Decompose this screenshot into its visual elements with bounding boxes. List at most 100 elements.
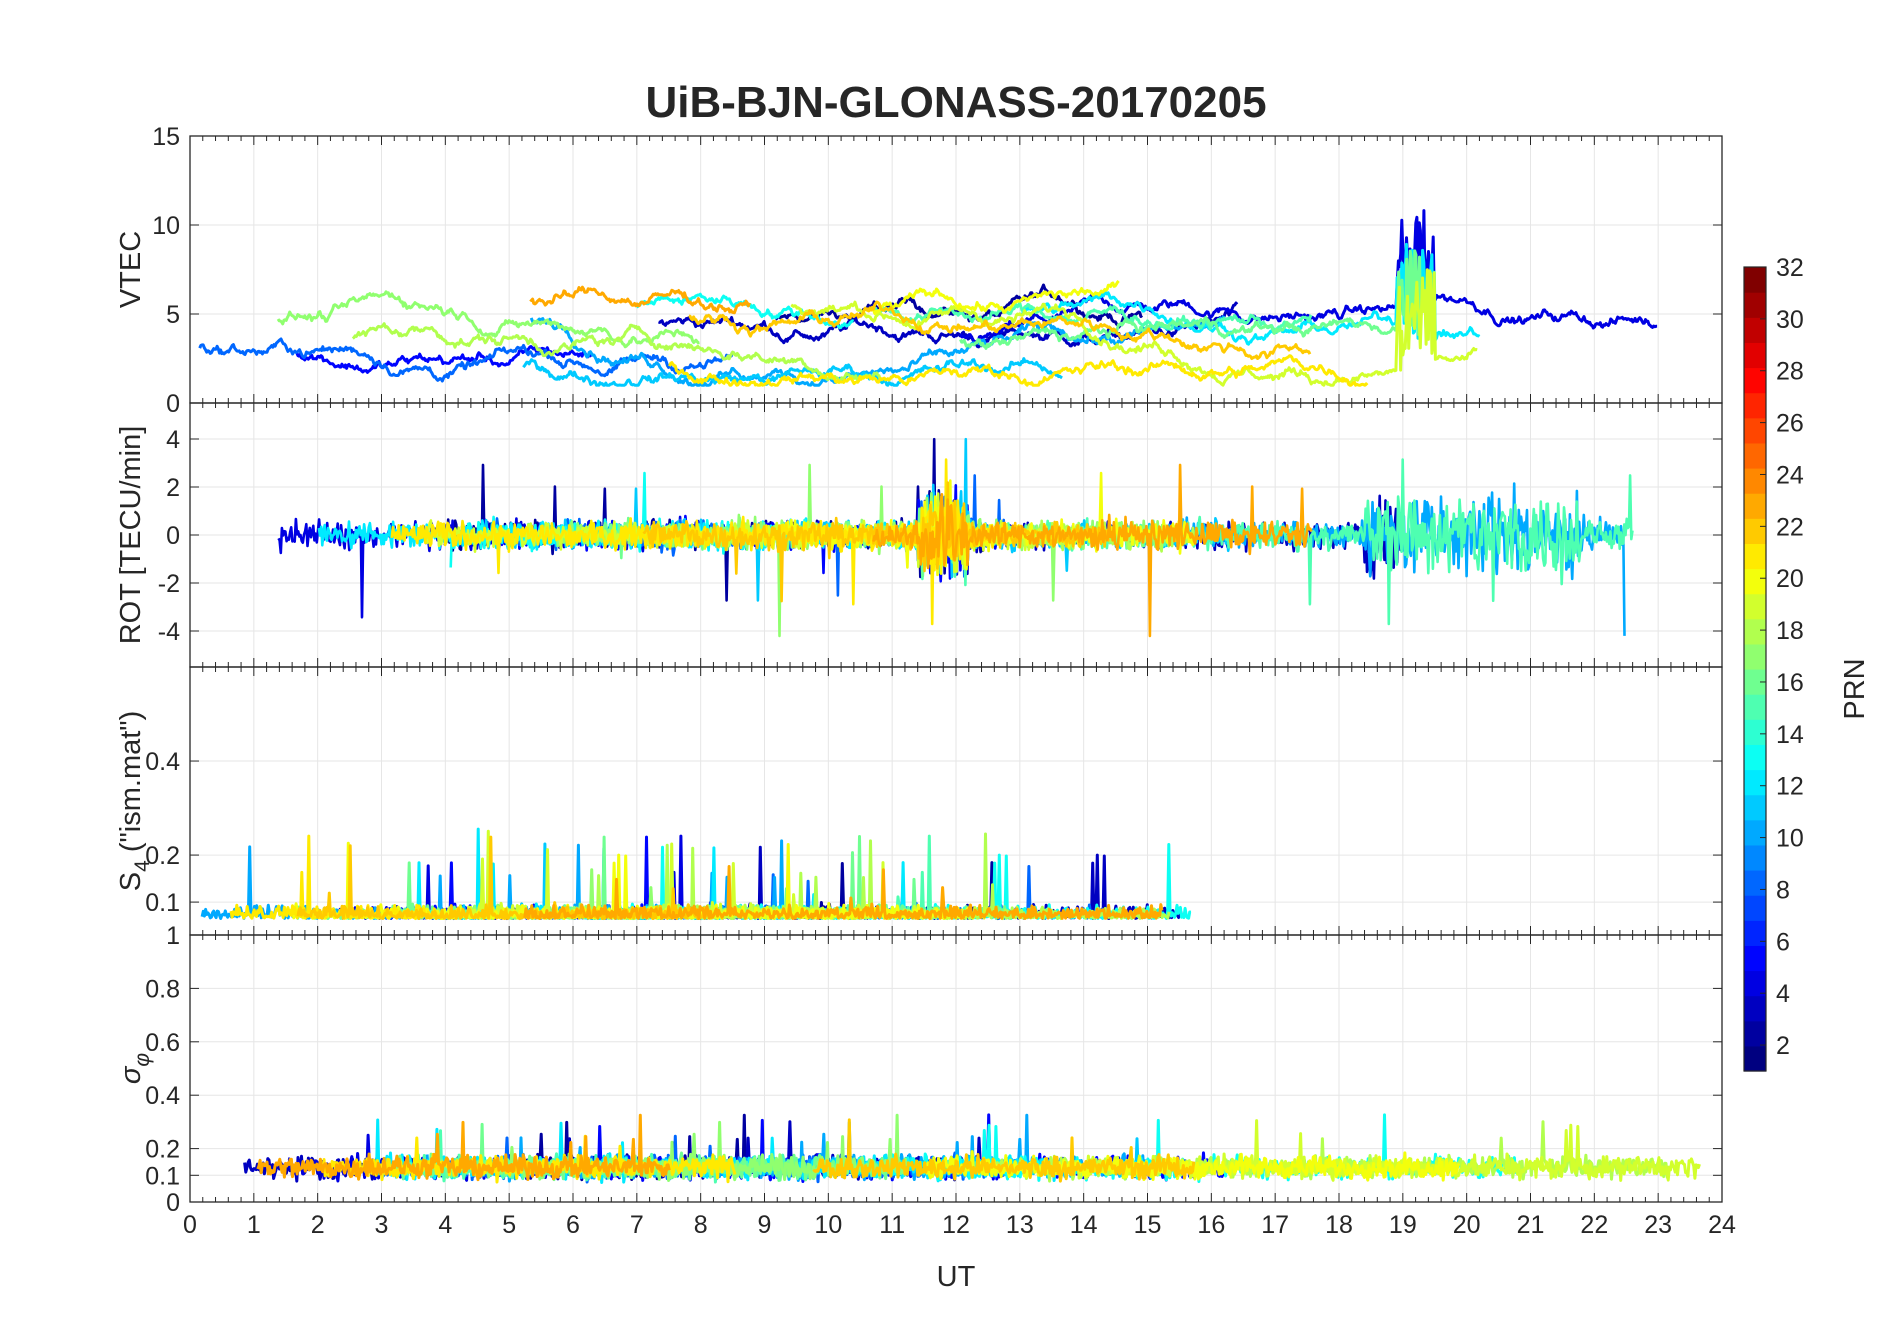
- colorbar-swatch: [1744, 945, 1766, 972]
- colorbar-swatch: [1744, 769, 1766, 796]
- colorbar-tick-label: 14: [1776, 721, 1804, 749]
- x-tick-label: 17: [1261, 1211, 1289, 1239]
- x-tick-label: 11: [879, 1211, 905, 1239]
- colorbar-tick-label: 32: [1776, 254, 1804, 282]
- series-group: [243, 1113, 1701, 1184]
- x-tick-label: 20: [1453, 1211, 1481, 1239]
- y-axis-label: σφ: [115, 1053, 154, 1085]
- x-tick-label: 16: [1197, 1211, 1225, 1239]
- colorbar-swatch: [1744, 417, 1766, 444]
- colorbar-tick-label: 28: [1776, 358, 1804, 386]
- colorbar-label: PRN: [1839, 658, 1871, 719]
- x-tick-label: 15: [1134, 1211, 1162, 1239]
- x-minor-ticks: [189, 136, 1723, 403]
- x-tick-label: 24: [1708, 1211, 1736, 1239]
- colorbar-swatch: [1744, 870, 1766, 896]
- y-axis-label: VTEC: [115, 231, 147, 308]
- y-tick-label: 4: [166, 426, 180, 454]
- series-line-prn: [276, 290, 700, 349]
- colorbar-swatch: [1744, 317, 1766, 343]
- x-minor-ticks: [189, 935, 1723, 1202]
- colorbar-tick-label: 30: [1776, 306, 1804, 334]
- x-tick-label: 5: [502, 1211, 516, 1239]
- colorbar-tick-label: 4: [1776, 980, 1790, 1008]
- x-tick-label: 6: [566, 1211, 580, 1239]
- colorbar-tick-label: 18: [1776, 617, 1804, 645]
- x-tick-label: 10: [814, 1211, 842, 1239]
- chart-title: UiB-BJN-GLONASS-20170205: [645, 78, 1266, 127]
- series-line-prn: [522, 357, 1063, 387]
- colorbar-tick-label: 10: [1776, 825, 1804, 853]
- x-minor-ticks: [189, 403, 1723, 667]
- colorbar-swatch: [1744, 970, 1766, 997]
- series-line-prn: [866, 279, 1120, 315]
- y-tick-label: 0.4: [145, 1082, 180, 1110]
- colorbar-swatch: [1744, 568, 1766, 595]
- series-line-prn: [295, 345, 594, 374]
- colorbar-swatch: [1744, 593, 1766, 620]
- colorbar-swatch: [1744, 819, 1766, 846]
- colorbar-swatch: [1744, 543, 1766, 570]
- series-line-prn: [923, 1150, 1461, 1182]
- y-tick-label: 5: [166, 301, 180, 329]
- colorbar-tick-label: 24: [1776, 461, 1804, 489]
- colorbar-tick-label: 6: [1776, 928, 1790, 956]
- x-tick-label: 8: [694, 1211, 708, 1239]
- y-axis-label: S4 ("ism.mat"): [115, 711, 154, 892]
- series-line-prn: [688, 300, 1312, 360]
- x-tick-label: 9: [758, 1211, 772, 1239]
- colorbar-swatch: [1744, 292, 1766, 318]
- colorbar-swatch: [1744, 1020, 1766, 1047]
- x-tick-label: 21: [1517, 1211, 1545, 1239]
- series-line-prn: [482, 437, 1237, 602]
- y-tick-label: -2: [158, 570, 180, 598]
- x-tick-label: 14: [1070, 1211, 1098, 1239]
- series-line-prn: [668, 354, 1369, 387]
- colorbar-swatch: [1744, 267, 1766, 293]
- colorbar-frame: [1743, 266, 1767, 1072]
- y-tick-label: 0.8: [145, 975, 180, 1003]
- panel-2: -4 -2 0 2 4 ROT [TECU/min]: [115, 402, 1723, 668]
- y-tick-label: 0.2: [145, 842, 180, 870]
- x-tick-labels: 0 1 2 3 4 5 6 7 8 9 10 11 12 13 14 15 16 17 18 19 20 21 22 23 24: [183, 1211, 1736, 1239]
- x-tick-label: 12: [942, 1211, 970, 1239]
- colorbar-tick-label: 26: [1776, 410, 1804, 438]
- series-line-prn: [554, 463, 1171, 638]
- series-line-prn: [790, 268, 1478, 387]
- y-axis-label: ROT [TECU/min]: [115, 426, 147, 645]
- x-tick-label: 4: [438, 1211, 452, 1239]
- colorbar-swatch: [1744, 442, 1766, 469]
- colorbar-tick-label: 22: [1776, 513, 1804, 541]
- colorbar-swatch: [1744, 669, 1766, 695]
- colorbar-tick-label: 8: [1776, 876, 1790, 904]
- series-line-prn: [812, 1118, 1196, 1183]
- colorbar-swatch: [1744, 342, 1766, 369]
- x-tick-label: 18: [1325, 1211, 1353, 1239]
- colorbar-swatch: [1744, 694, 1766, 720]
- y-tick-label: 0.1: [145, 889, 180, 917]
- series-group: [198, 209, 1658, 387]
- x-minor-ticks: [189, 667, 1723, 935]
- series-group: [200, 827, 1192, 920]
- x-tick-label: 1: [247, 1211, 261, 1239]
- panel-3: 0.1 0.2 0.4S4 ("ism.mat"): [115, 666, 1723, 936]
- series-line-prn: [351, 322, 882, 383]
- x-tick-label: 3: [375, 1211, 389, 1239]
- series-line-prn: [256, 1113, 671, 1182]
- grid-lines: [189, 135, 1723, 404]
- colorbar-swatch: [1744, 744, 1766, 771]
- colorbar-swatch: [1744, 518, 1766, 544]
- y-tick-label: -4: [158, 618, 180, 646]
- colorbar-tick-label: 16: [1776, 669, 1804, 697]
- series-group: [277, 437, 1634, 638]
- series-line-prn: [872, 463, 1313, 638]
- y-tick-label: 0: [166, 1189, 180, 1217]
- colorbar-tick-label: 20: [1776, 565, 1804, 593]
- y-tick-label: 0.1: [145, 1162, 180, 1190]
- series-line-prn: [529, 285, 751, 315]
- colorbar-swatch: [1744, 1045, 1766, 1072]
- colorbar-swatch: [1744, 392, 1766, 419]
- panel-4: 00.10.2 0.4 0.6 0.8 1 σφ: [115, 922, 1723, 1217]
- colorbar-swatch: [1744, 618, 1766, 645]
